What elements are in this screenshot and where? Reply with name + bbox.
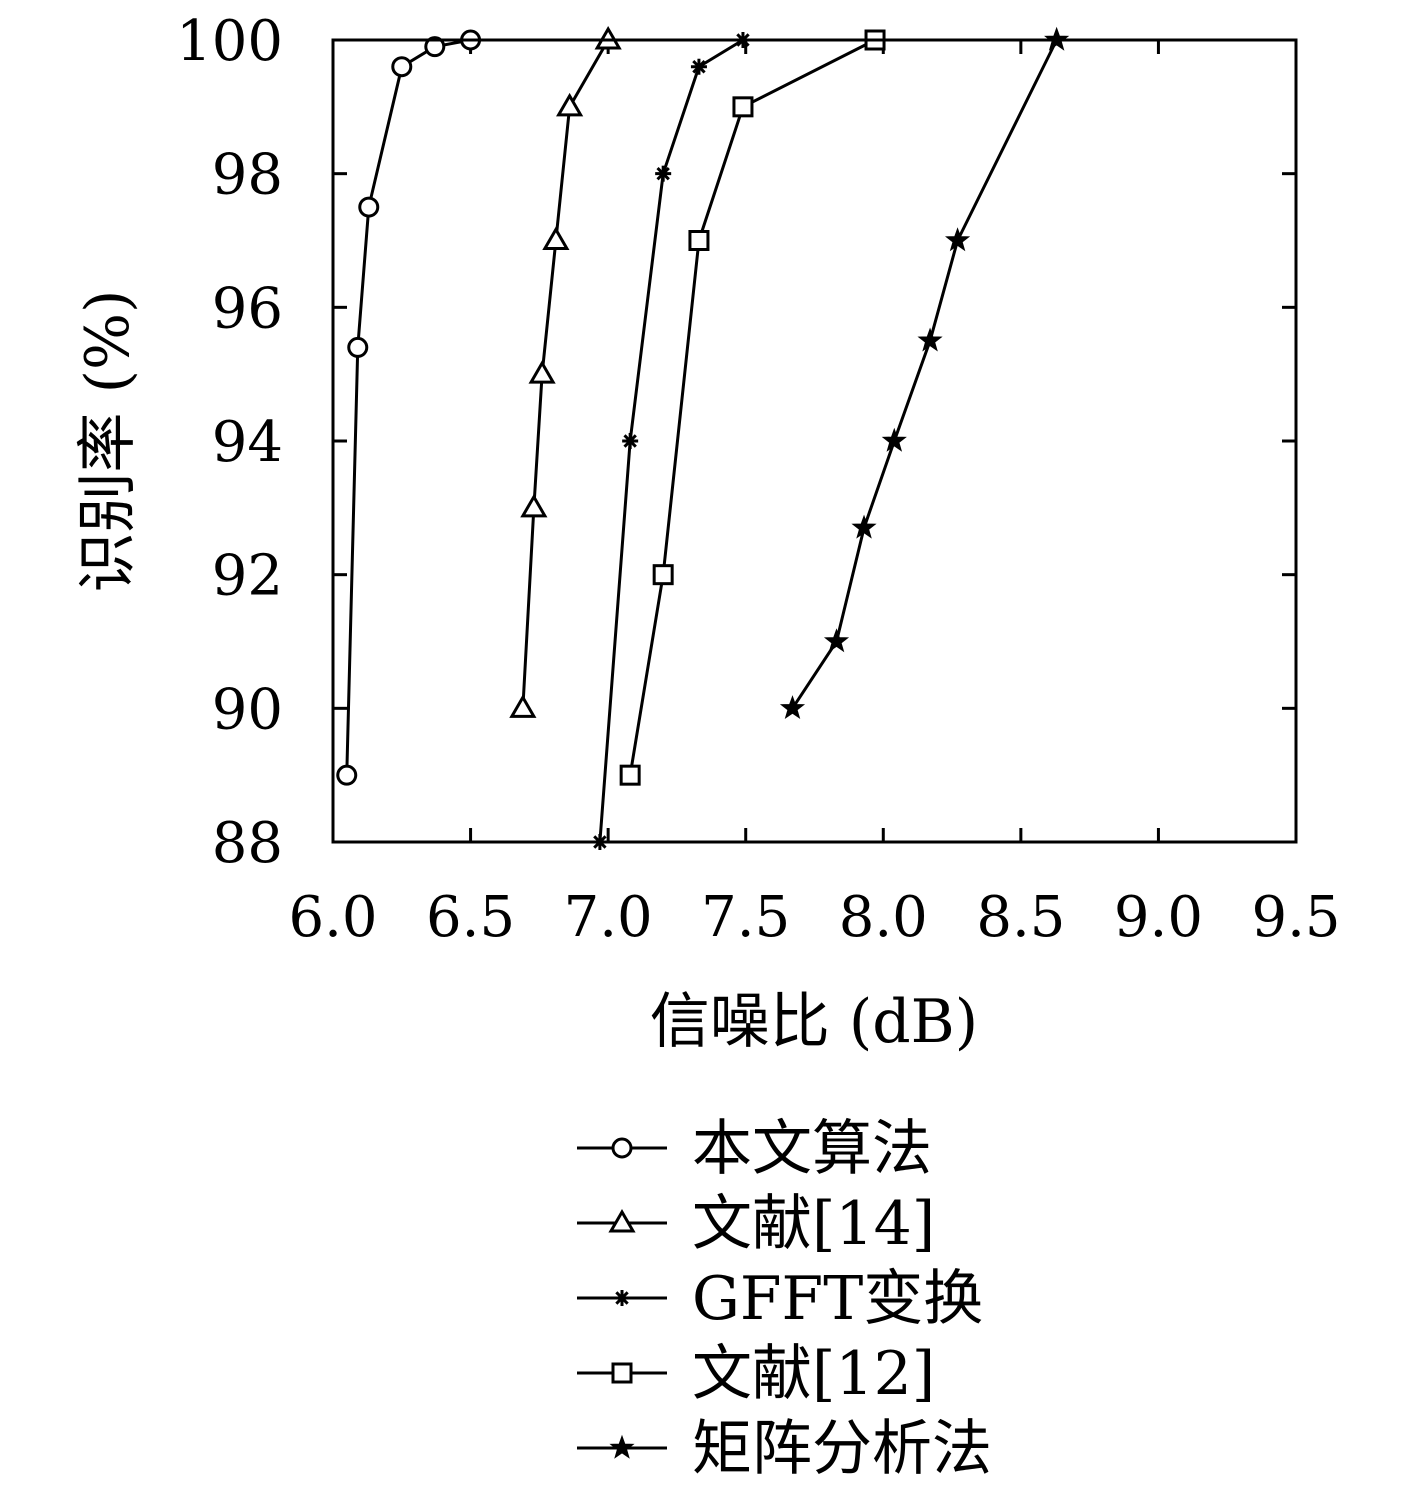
x-tick-label: 7.0 <box>564 885 653 950</box>
triangle-marker <box>509 694 537 718</box>
series-2 <box>509 26 622 718</box>
x-tick-label: 9.0 <box>1114 885 1203 950</box>
star-marker <box>823 628 850 653</box>
labels-layer: 信噪比 (dB) 识别率 (%) <box>73 290 978 1057</box>
circle-marker <box>336 764 358 786</box>
series-line <box>521 39 610 709</box>
circle-marker <box>347 336 369 358</box>
series-line <box>345 38 471 776</box>
legend-label: 文献[12] <box>692 1339 935 1409</box>
y-tick-label: 94 <box>212 410 283 475</box>
triangle-marker <box>608 1209 636 1233</box>
y-tick-label: 92 <box>212 544 283 609</box>
legend-item: 文献[14] <box>577 1189 935 1259</box>
y-tick-label: 90 <box>212 677 283 742</box>
star-marker <box>945 227 971 252</box>
asterisk-marker-stroke <box>656 166 670 181</box>
y-tick-label: 96 <box>212 276 283 341</box>
triangle-marker <box>542 226 570 250</box>
legend-item: GFFT变换 <box>577 1264 983 1334</box>
circle-marker <box>611 1137 633 1159</box>
legend-label: 文献[14] <box>692 1189 935 1259</box>
y-axis-label: 识别率 (%) <box>73 290 143 593</box>
triangle-marker <box>528 360 556 384</box>
star-marker <box>917 327 943 352</box>
triangle-marker <box>556 92 584 117</box>
square-marker <box>652 564 674 586</box>
y-tick-label: 98 <box>212 143 283 208</box>
square-marker <box>732 96 754 118</box>
series-line <box>628 38 876 776</box>
x-tick-label: 8.0 <box>839 885 928 950</box>
x-tick-label: 7.5 <box>701 885 790 950</box>
circle-marker <box>358 196 380 218</box>
asterisk-marker-stroke <box>623 434 637 448</box>
plot-frame <box>331 38 1298 844</box>
legend-item: 本文算法 <box>577 1114 932 1184</box>
legend-label: GFFT变换 <box>692 1264 983 1334</box>
star-marker <box>851 514 877 539</box>
series-line <box>791 39 1058 710</box>
star-marker <box>779 695 806 720</box>
series-layer <box>336 26 1070 850</box>
series-4 <box>619 29 886 786</box>
x-tick-label: 9.5 <box>1251 885 1340 950</box>
asterisk-marker-stroke <box>692 60 706 74</box>
series-1 <box>336 29 482 786</box>
triangle-marker <box>520 493 548 518</box>
square-marker <box>611 1362 633 1384</box>
legend-label: 矩阵分析法 <box>692 1414 992 1484</box>
legend-item: 矩阵分析法 <box>577 1414 992 1484</box>
circle-marker <box>391 56 413 78</box>
asterisk-marker-stroke <box>615 1291 629 1305</box>
series-5 <box>779 26 1070 720</box>
x-tick-label: 6.5 <box>426 885 515 950</box>
x-tick-label: 6.0 <box>288 885 377 950</box>
x-axis-label: 信噪比 (dB) <box>650 987 978 1057</box>
y-tick-label: 88 <box>212 811 283 876</box>
ticks-layer: 6.0 6.5 7.0 7.5 8.0 8.5 9.0 9.5 88 90 92 94 96 98 100 <box>176 9 1340 950</box>
x-tick-label: 8.5 <box>976 885 1065 950</box>
y-tick-label: 100 <box>176 9 283 74</box>
legend-label: 本文算法 <box>692 1114 932 1184</box>
square-marker <box>619 764 641 786</box>
star-marker <box>609 1434 635 1459</box>
circle-marker <box>424 36 446 58</box>
series-line <box>598 38 744 843</box>
square-marker <box>688 230 710 251</box>
legend-item: 文献[12] <box>577 1339 935 1409</box>
star-marker <box>881 427 907 452</box>
